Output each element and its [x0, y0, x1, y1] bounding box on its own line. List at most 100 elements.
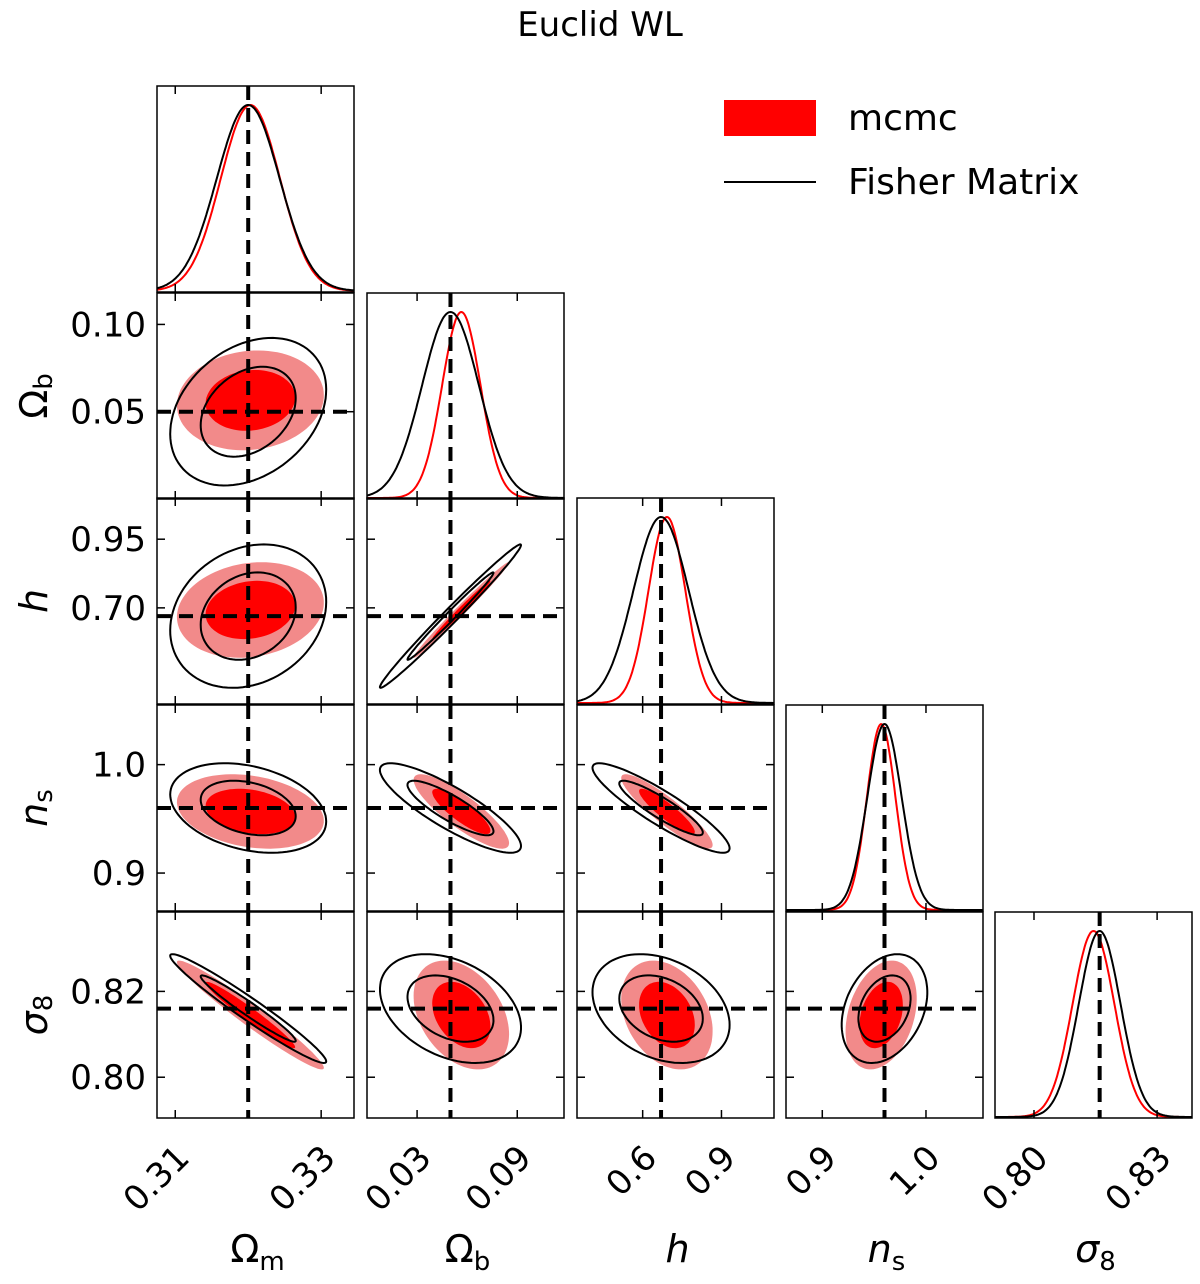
panel-frame [366, 911, 565, 1119]
fisher-1sigma-ns-Om [199, 779, 297, 837]
fisher-1sigma-s8-Om [199, 974, 297, 1043]
panel-frame [576, 704, 775, 912]
panel-s8-ns [785, 911, 984, 1119]
x-axis-label-ns: ns [868, 1227, 906, 1277]
x-tick-label-ns-1: 1.0 [882, 1138, 949, 1205]
fisher-2sigma-s8-ns [840, 953, 929, 1065]
fisher-2sigma-s8-Om [169, 953, 328, 1065]
panel-s8-Ob [366, 911, 565, 1119]
fisher-1sigma-h-Om [199, 571, 297, 661]
y-tick-label-Ob-1: 0.10 [70, 305, 146, 345]
fisher-marginal-Ob [367, 310, 564, 499]
panel-frame [156, 704, 355, 912]
x-tick-label-Ob-1: 0.09 [458, 1138, 540, 1220]
panel-content [169, 762, 328, 854]
y-axis-label-sub: 8 [29, 995, 59, 1012]
x-axis-label-sub: s [892, 1247, 906, 1277]
x-axis-label-Ob: Ωb [445, 1227, 491, 1277]
fisher-1sigma-Ob-Om [199, 365, 297, 458]
mcmc-1sigma-s8-h [639, 981, 695, 1049]
x-tick-label-Ob-0: 0.03 [358, 1138, 440, 1220]
fisher-marginal-h [577, 515, 774, 704]
fisher-marginal-ns [786, 722, 983, 911]
fisher-2sigma-ns-Om [169, 762, 328, 854]
legend-swatch-fisher [724, 181, 816, 183]
panel-frame [785, 704, 984, 912]
legend-label-fisher: Fisher Matrix [848, 161, 1080, 203]
y-axis-label-sub: b [29, 373, 59, 390]
panel-content [378, 762, 523, 854]
x-axis-label-s8: σ8 [1075, 1227, 1116, 1277]
mcmc-1sigma-Ob-Om [205, 370, 296, 431]
panel-content [378, 543, 523, 689]
y-tick-label-s8-1: 0.82 [70, 972, 146, 1012]
y-tick-label-ns-1: 1.0 [92, 746, 146, 786]
panel-frame [366, 292, 565, 500]
mcmc-marginal-s8 [995, 929, 1192, 1118]
panel-content [169, 953, 328, 1070]
panel-s8-s8 [994, 911, 1193, 1119]
panel-h-Om [156, 497, 355, 705]
x-axis-label-main: n [868, 1227, 892, 1271]
y-axis-label-main: h [12, 589, 56, 613]
mcmc-1sigma-ns-Om [205, 788, 296, 835]
x-tick-label-h-0: 0.6 [598, 1138, 665, 1205]
panel-content [367, 293, 564, 499]
legend-entry-mcmc: mcmc [718, 97, 958, 139]
panel-frame [994, 911, 1193, 1119]
panel-content [591, 762, 731, 854]
mcmc-1sigma-h-Om [205, 580, 296, 640]
mcmc-marginal-Ob [367, 310, 564, 499]
panel-frame [156, 497, 355, 705]
mcmc-marginal-Om [157, 103, 354, 292]
panel-content [379, 953, 522, 1070]
panel-ns-Om [156, 704, 355, 912]
y-tick-label-s8-0: 0.80 [70, 1058, 146, 1098]
x-tick-label-s8-0: 0.80 [975, 1138, 1057, 1220]
fisher-2sigma-h-Ob [378, 543, 523, 689]
fisher-2sigma-Ob-Om [169, 336, 328, 487]
panel-frame [156, 911, 355, 1119]
legend: mcmc Fisher Matrix [718, 96, 1178, 226]
fisher-2sigma-s8-Ob [379, 953, 522, 1065]
fisher-2sigma-ns-Ob [378, 762, 523, 854]
panel-content [591, 953, 731, 1070]
legend-swatch-mcmc [724, 100, 816, 136]
fisher-1sigma-ns-Ob [406, 779, 495, 837]
legend-label-mcmc: mcmc [848, 97, 958, 139]
mcmc-1sigma-s8-Ob [432, 981, 491, 1049]
panel-content [840, 953, 929, 1070]
y-tick-label-ns-0: 0.9 [92, 854, 146, 894]
panel-content [169, 543, 328, 689]
mcmc-1sigma-ns-h [639, 788, 695, 835]
panel-content [157, 86, 354, 292]
x-axis-label-sub: m [259, 1247, 284, 1277]
panel-frame [156, 292, 355, 500]
y-axis-label-main: Ω [12, 390, 56, 419]
fisher-marginal-Om [157, 104, 354, 292]
panel-Ob-Ob [366, 292, 565, 500]
x-axis-label-main: Ω [445, 1227, 474, 1271]
chart-title: Euclid WL [517, 5, 683, 45]
panel-content [577, 498, 774, 704]
y-tick-label-Ob-0: 0.05 [70, 393, 146, 433]
fisher-2sigma-h-Om [169, 543, 328, 689]
panel-content [169, 336, 328, 487]
fisher-1sigma-s8-ns [857, 974, 912, 1043]
x-axis-label-main: h [665, 1227, 689, 1271]
x-axis-label-main: Ω [230, 1227, 259, 1271]
legend-entry-fisher: Fisher Matrix [718, 161, 1080, 203]
y-tick-label-h-1: 0.95 [70, 520, 146, 560]
fisher-1sigma-s8-Ob [406, 974, 495, 1043]
panel-frame [785, 911, 984, 1119]
x-axis-label-main: σ [1075, 1227, 1101, 1271]
panel-frame [576, 911, 775, 1119]
y-axis-label-main: n [12, 803, 56, 827]
panel-h-Ob [366, 497, 565, 705]
mcmc-marginal-h [577, 515, 774, 704]
y-axis-label-sub: s [29, 789, 59, 803]
panel-frame [156, 85, 355, 293]
x-tick-label-h-1: 0.9 [677, 1138, 744, 1205]
panel-h-h [576, 497, 775, 705]
